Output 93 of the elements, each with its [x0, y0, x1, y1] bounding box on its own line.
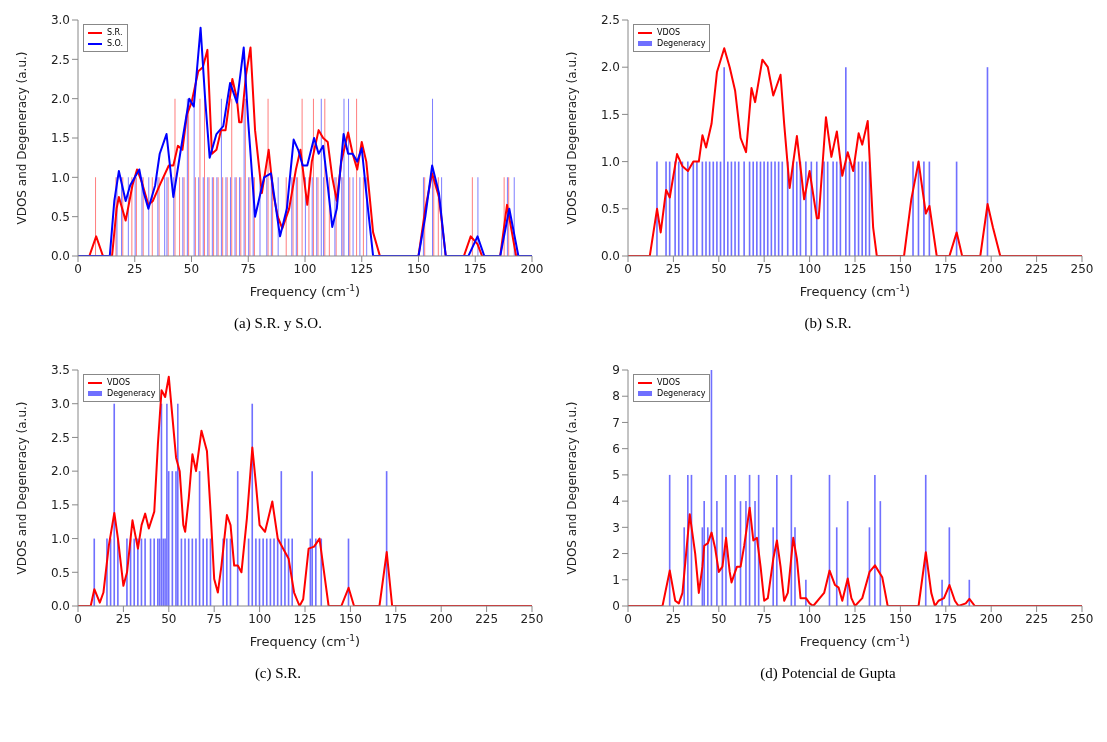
x-tick-label: 0 [74, 611, 82, 626]
x-tick-label: 25 [665, 261, 682, 276]
x-tick-label: 50 [161, 611, 177, 626]
x-tick-label: 75 [240, 261, 256, 276]
legend-label: Degeneracy [657, 388, 706, 399]
x-tick-label: 100 [798, 261, 822, 276]
x-tick-label: 100 [293, 261, 317, 276]
x-tick-label: 50 [183, 261, 200, 276]
x-tick-label: 125 [843, 261, 867, 276]
x-tick-label: 200 [429, 611, 453, 626]
legend-label: VDOS [107, 377, 131, 388]
y-tick-label: 2.5 [50, 52, 70, 67]
x-tick-label: 125 [843, 611, 867, 626]
y-tick-label: 2.5 [50, 430, 70, 445]
y-axis-title: VDOS and Degeneracy (a.u.) [565, 401, 579, 575]
x-tick-label: 175 [463, 261, 487, 276]
x-tick-label: 200 [979, 611, 1003, 626]
x-tick-label: 125 [350, 261, 374, 276]
x-tick-label: 250 [1070, 261, 1094, 276]
x-tick-label: 225 [1025, 611, 1049, 626]
x-tick-label: 150 [407, 261, 430, 276]
y-tick-label: 7 [612, 415, 620, 430]
x-axis-title: Frequency (cm$^{-1}$) [799, 633, 911, 649]
x-axis-title: Frequency (cm$^{-1}$) [249, 283, 361, 299]
y-tick-label: 2.0 [50, 464, 70, 479]
text: (a) S.R. y S.O. [233, 314, 323, 333]
y-tick-label: 1.5 [50, 498, 70, 513]
y-tick-label: 0 [612, 599, 620, 614]
x-tick-label: 150 [888, 261, 912, 276]
y-tick-label: 0.0 [50, 599, 70, 614]
y-tick-label: 2.0 [600, 60, 620, 75]
y-tick-label: 2.5 [600, 13, 620, 28]
y-tick-label: 4 [612, 494, 620, 509]
x-tick-label: 225 [475, 611, 499, 626]
legend-label: VDOS [657, 27, 681, 38]
y-tick-label: 8 [612, 389, 620, 404]
x-tick-label: 25 [115, 611, 132, 626]
y-axis-title: VDOS and Degeneracy (a.u.) [15, 401, 29, 575]
y-axis-title: VDOS and Degeneracy (a.u.) [15, 51, 29, 225]
legend-label: S.O. [107, 38, 124, 49]
y-tick-label: 1.5 [600, 107, 620, 122]
y-tick-label: 1 [612, 573, 620, 588]
x-tick-label: 25 [127, 261, 143, 276]
x-tick-label: 150 [338, 611, 362, 626]
y-tick-label: 6 [612, 441, 620, 456]
x-tick-label: 0 [624, 261, 632, 276]
x-tick-label: 50 [711, 611, 727, 626]
x-tick-label: 125 [293, 611, 317, 626]
y-tick-label: 1.0 [50, 170, 70, 185]
x-tick-label: 75 [206, 611, 222, 626]
x-tick-label: 75 [756, 611, 772, 626]
x-tick-label: 250 [520, 611, 544, 626]
x-tick-label: 75 [756, 261, 772, 276]
x-tick-label: 0 [624, 611, 632, 626]
x-tick-label: 50 [711, 261, 727, 276]
y-tick-label: 0.0 [50, 249, 70, 264]
x-tick-label: 175 [384, 611, 408, 626]
y-tick-label: 1.0 [50, 531, 70, 546]
x-tick-label: 100 [798, 611, 822, 626]
y-tick-label: 1.5 [50, 131, 70, 146]
legend-label: VDOS [657, 377, 681, 388]
y-tick-label: 3 [612, 520, 620, 535]
y-tick-label: 5 [612, 468, 620, 483]
y-tick-label: 3.5 [50, 363, 70, 378]
y-tick-label: 0.0 [600, 249, 620, 264]
y-tick-label: 1.0 [600, 154, 620, 169]
text: (d) Potencial de Gupta [759, 664, 897, 683]
y-tick-label: 0.5 [50, 565, 70, 580]
text: (b) S.R. [803, 314, 853, 333]
y-tick-label: 2.0 [50, 91, 70, 106]
x-axis-title: Frequency (cm$^{-1}$) [799, 283, 911, 299]
y-tick-label: 9 [612, 363, 620, 378]
y-tick-label: 0.5 [50, 209, 70, 224]
y-tick-label: 0.5 [600, 202, 620, 217]
x-tick-label: 0 [74, 261, 82, 276]
y-tick-label: 3.0 [50, 13, 70, 28]
x-tick-label: 175 [934, 261, 958, 276]
x-tick-label: 200 [979, 261, 1003, 276]
text: (c) S.R. [253, 664, 303, 683]
x-tick-label: 150 [888, 611, 912, 626]
x-tick-label: 25 [665, 611, 682, 626]
y-tick-label: 3.0 [50, 396, 70, 411]
y-tick-label: 2 [612, 546, 620, 561]
x-tick-label: 225 [1025, 261, 1049, 276]
x-tick-label: 200 [520, 261, 544, 276]
x-tick-label: 175 [934, 611, 958, 626]
x-tick-label: 250 [1070, 611, 1094, 626]
y-axis-title: VDOS and Degeneracy (a.u.) [565, 51, 579, 225]
legend-label: S.R. [107, 27, 123, 38]
x-axis-title: Frequency (cm$^{-1}$) [249, 633, 361, 649]
legend-label: Degeneracy [657, 38, 706, 49]
legend-label: Degeneracy [107, 388, 156, 399]
x-tick-label: 100 [248, 611, 272, 626]
